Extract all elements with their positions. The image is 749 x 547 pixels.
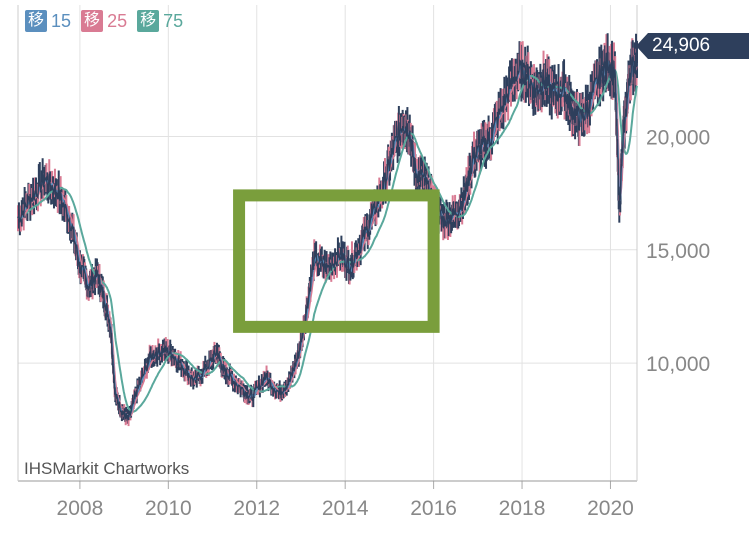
ma15-line: [17, 60, 638, 420]
x-tick-label: 2020: [587, 497, 634, 520]
legend-ma15-tag: 移: [25, 10, 48, 32]
x-tick-label: 2018: [499, 497, 546, 520]
x-tick-label: 2010: [145, 497, 192, 520]
x-tick-label: 2008: [57, 497, 104, 520]
legend-ma75[interactable]: 移 75: [137, 10, 183, 32]
x-tick-label: 2014: [322, 497, 369, 520]
x-tick-label: 2016: [410, 497, 457, 520]
legend-ma25-tag: 移: [81, 10, 104, 32]
moving-average-legend: 移 15 移 25 移 75: [25, 10, 183, 32]
current-price-value: 24,906: [648, 33, 749, 59]
highlight-box: [233, 189, 440, 333]
x-tick-label: 2012: [233, 497, 280, 520]
y-tick-label: 10,000: [646, 353, 710, 376]
ma25-line: [17, 62, 638, 418]
y-tick-label: 20,000: [646, 126, 710, 149]
legend-ma25-value: 25: [107, 10, 128, 31]
price-line: [17, 52, 638, 421]
legend-ma15-value: 15: [51, 10, 72, 31]
current-price-badge: 24,906: [636, 33, 749, 59]
price-pointer-icon: [636, 33, 648, 59]
ma75-line: [17, 68, 638, 413]
legend-ma75-tag: 移: [137, 10, 160, 32]
watermark: IHSMarkit Chartworks: [24, 459, 190, 478]
y-tick-label: 15,000: [646, 240, 710, 263]
legend-ma25[interactable]: 移 25: [81, 10, 127, 32]
legend-ma15[interactable]: 移 15: [25, 10, 71, 32]
legend-ma75-value: 75: [163, 10, 184, 31]
